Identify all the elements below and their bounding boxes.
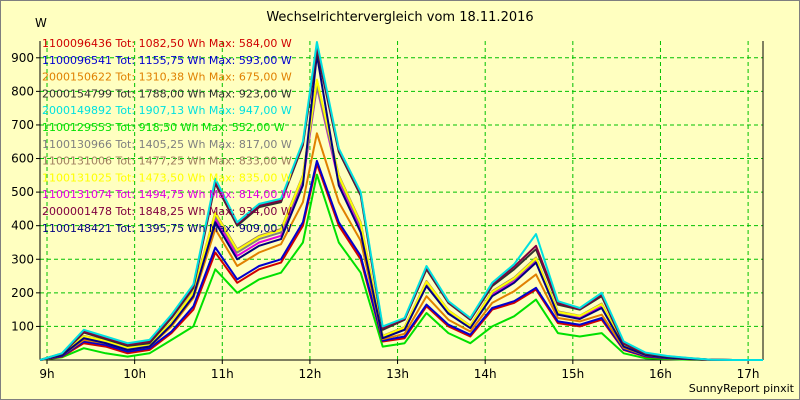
legend-entry-1100148421: 1100148421 Tot: 1395,75 Wh Max: 909,00 W (42, 222, 292, 235)
legend-entry-2000001478: 2000001478 Tot: 1848,25 Wh Max: 934,00 W (42, 205, 292, 218)
series-line-1100129553 (39, 173, 763, 361)
legend-entry-2000154799: 2000154799 Tot: 1788,00 Wh Max: 923,00 W (42, 87, 292, 100)
legend-entry-1100129553: 1100129553 Tot: 918,50 Wh Max: 552,00 W (42, 121, 285, 134)
x-tick-label: 12h (298, 367, 321, 381)
legend-entry-2000150622: 2000150622 Tot: 1310,38 Wh Max: 675,00 W (42, 71, 292, 84)
legend-entry-1100131006: 1100131006 Tot: 1477,25 Wh Max: 833,00 W (42, 155, 292, 168)
series-line-2000149892 (39, 41, 763, 361)
x-tick-label: 13h (386, 367, 409, 381)
y-tick-label: 500 (11, 185, 34, 199)
y-tick-label: 200 (11, 286, 34, 300)
legend-entry-1100096541: 1100096541 Tot: 1155,75 Wh Max: 593,00 W (42, 54, 292, 67)
legend-entry-2000149892: 2000149892 Tot: 1907,13 Wh Max: 947,00 W (42, 104, 292, 117)
y-tick-label: 700 (11, 118, 34, 132)
y-tick-label: 400 (11, 219, 34, 233)
x-tick-label: 14h (474, 367, 497, 381)
y-tick-label: 800 (11, 84, 34, 98)
footer-credit: SunnyReport pinxit (688, 382, 794, 395)
x-tick-label: 16h (649, 367, 672, 381)
legend-entry-1100131074: 1100131074 Tot: 1494,75 Wh Max: 814,00 W (42, 188, 292, 201)
y-tick-label: 100 (11, 319, 34, 333)
x-tick-label: 10h (123, 367, 146, 381)
x-tick-label: 15h (561, 367, 584, 381)
x-tick-label: 9h (39, 367, 54, 381)
y-tick-label: 300 (11, 252, 34, 266)
y-axis-unit: W (35, 16, 47, 30)
y-tick-label: 900 (11, 51, 34, 65)
legend-entry-1100096436: 1100096436 Tot: 1082,50 Wh Max: 584,00 W (42, 37, 292, 50)
legend-entry-1100131025: 1100131025 Tot: 1473,50 Wh Max: 835,00 W (42, 171, 292, 184)
series-line-1100148421 (39, 53, 763, 361)
series-line-2000001478 (39, 45, 763, 361)
chart-title: Wechselrichtervergleich vom 18.11.2016 (266, 10, 534, 25)
legend-entry-1100130966: 1100130966 Tot: 1405,25 Wh Max: 817,00 W (42, 138, 292, 151)
y-tick-label: 600 (11, 152, 34, 166)
x-tick-label: 11h (211, 367, 234, 381)
x-tick-label: 17h (737, 367, 760, 381)
plot-area (40, 41, 763, 360)
